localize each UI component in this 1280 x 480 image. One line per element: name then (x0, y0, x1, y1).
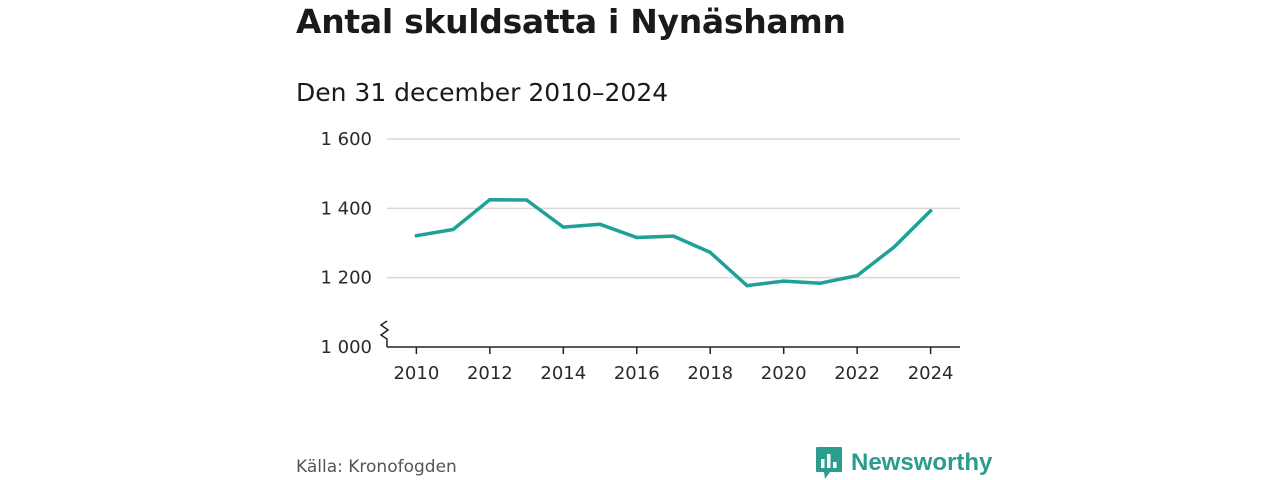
data-point (598, 222, 602, 226)
axis-break-zigzag (379, 320, 390, 347)
bar-chart-speech-bubble-icon (816, 447, 842, 479)
x-tick-label: 2012 (467, 363, 513, 384)
data-point (671, 234, 676, 238)
x-tick-label: 2022 (834, 363, 880, 384)
data-point (781, 279, 786, 283)
axis-break-icon (379, 320, 390, 347)
data-point (488, 197, 492, 202)
brand-name: Newsworthy (851, 449, 993, 476)
x-tick-label: 2016 (614, 363, 660, 384)
data-point (635, 235, 639, 240)
x-tick-label: 2024 (908, 363, 954, 384)
data-point (855, 273, 859, 278)
y-axis-ticks: 1 000 1 200 1 400 1 600 (320, 129, 372, 358)
data-point (524, 198, 529, 202)
data-point (892, 245, 896, 249)
x-tick-label: 2010 (393, 363, 439, 384)
data-point (451, 227, 455, 232)
data-point (561, 225, 566, 229)
chart-title: Antal skuldsatta i Nynäshamn (296, 2, 846, 41)
data-point (414, 234, 419, 238)
x-axis-ticks: 2010 2012 2014 2016 2018 2020 2022 2024 (393, 347, 954, 384)
data-series (414, 197, 933, 288)
chart-subtitle: Den 31 december 2010–2024 (296, 78, 669, 107)
source-note: Källa: Kronofogden (296, 457, 457, 477)
x-tick-label: 2014 (540, 363, 586, 384)
x-tick-label: 2018 (687, 363, 733, 384)
y-tick-label: 1 200 (320, 268, 372, 289)
x-tick-label: 2020 (761, 363, 807, 384)
grid-lines (387, 138, 960, 279)
y-tick-label: 1 400 (320, 198, 372, 219)
y-tick-label: 1 600 (320, 129, 372, 150)
data-point (745, 283, 749, 288)
data-point (708, 250, 712, 255)
brand-logo: Newsworthy (815, 446, 992, 480)
y-tick-label: 1 000 (320, 337, 372, 358)
data-point (818, 281, 823, 285)
data-point (928, 209, 933, 213)
series-line (414, 197, 933, 288)
